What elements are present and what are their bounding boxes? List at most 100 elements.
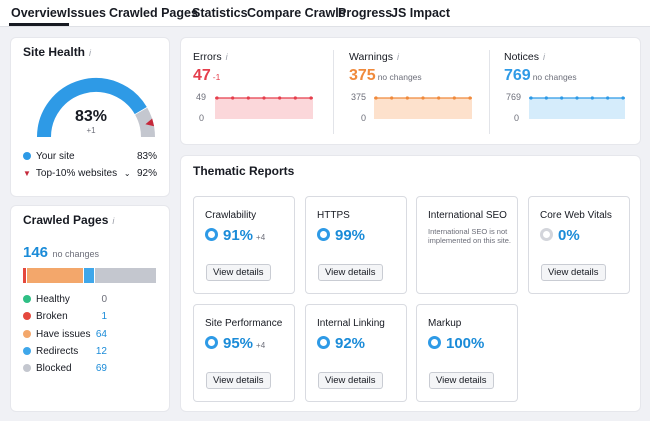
bar-segment-broken[interactable] — [23, 268, 26, 283]
triangle-down-icon — [145, 118, 155, 127]
bar-segment-have-issues[interactable] — [26, 268, 83, 283]
sparkline-point[interactable] — [278, 96, 282, 100]
report-score-value: 92% — [335, 335, 366, 352]
tab-compare-crawls[interactable]: Compare Crawls — [247, 6, 346, 20]
bar-segment-blocked[interactable] — [95, 268, 156, 283]
report-score[interactable]: 100% — [428, 335, 484, 352]
report-crawlability: Crawlability 91% +4 View details — [193, 196, 295, 294]
list-item[interactable]: Blocked — [23, 363, 72, 374]
info-icon[interactable]: i — [396, 52, 399, 62]
sparkline-point[interactable] — [231, 96, 235, 100]
report-score[interactable]: 92% — [317, 335, 365, 352]
sparkline-point[interactable] — [575, 96, 579, 100]
report-core-web-vitals: Core Web Vitals 0% View details — [528, 196, 630, 294]
notices-max-label: 769 — [506, 92, 522, 102]
thematic-reports-title: Thematic Reports — [193, 164, 295, 178]
report-internal-linking: Internal Linking 92% View details — [305, 304, 407, 402]
report-score[interactable]: 0% — [540, 227, 580, 244]
errors-max-label: 49 — [196, 92, 207, 102]
sparkline-point[interactable] — [390, 96, 394, 100]
crawled-pages-title: Crawled Pages i — [23, 213, 115, 227]
report-score[interactable]: 99% — [317, 227, 365, 244]
report-score-change: +4 — [256, 233, 266, 242]
list-item-value[interactable]: 64 — [95, 328, 107, 340]
legend-top-websites[interactable]: ▼ Top-10% websites ⌄ — [23, 168, 131, 179]
list-item-value[interactable]: 69 — [95, 363, 107, 375]
report-https: HTTPS 99% View details — [305, 196, 407, 294]
sparkline-point[interactable] — [544, 96, 548, 100]
list-item[interactable]: Broken — [23, 311, 68, 322]
report-score-value: 95% — [223, 335, 254, 352]
report-score-value: 99% — [335, 227, 366, 244]
view-details-button[interactable]: View details — [318, 372, 383, 389]
sparkline-point[interactable] — [452, 96, 456, 100]
crawled-pages-bar — [23, 268, 156, 283]
tab-progress[interactable]: Progress — [338, 6, 393, 20]
sparkline-point[interactable] — [262, 96, 266, 100]
view-details-button[interactable]: View details — [429, 372, 494, 389]
warnings-metric[interactable]: Warnings i 375 no changes — [349, 51, 422, 84]
thematic-reports-card: Thematic Reports Crawlability 91% +4 View d… — [180, 155, 641, 412]
progress-ring-icon — [428, 336, 441, 349]
site-health-score: 83% — [74, 108, 108, 125]
chevron-down-icon[interactable]: ⌄ — [123, 169, 131, 178]
report-name: Site Performance — [205, 318, 283, 329]
tab-crawled-pages[interactable]: Crawled Pages — [109, 6, 198, 20]
info-icon[interactable]: i — [89, 48, 92, 58]
site-health-change: +1 — [86, 126, 96, 135]
list-item[interactable]: Healthy — [23, 294, 70, 305]
report-score[interactable]: 91% +4 — [205, 227, 265, 244]
sparkline-point[interactable] — [606, 96, 610, 100]
info-icon[interactable]: i — [112, 216, 115, 226]
sparkline-point[interactable] — [560, 96, 564, 100]
sparkline-point[interactable] — [246, 96, 250, 100]
site-health-gauge — [37, 78, 155, 138]
tab-issues[interactable]: Issues — [67, 6, 106, 20]
sparkline-point[interactable] — [529, 96, 533, 100]
report-score[interactable]: 95% +4 — [205, 335, 265, 352]
errors-value: 47 — [193, 67, 211, 84]
list-item[interactable]: Have issues — [23, 329, 90, 340]
tab-js-impact[interactable]: JS Impact — [391, 6, 451, 20]
view-details-button[interactable]: View details — [206, 372, 271, 389]
info-icon[interactable]: i — [225, 52, 228, 62]
legend-your-site-value: 83% — [136, 151, 157, 162]
sparkline-point[interactable] — [468, 96, 472, 100]
view-details-button[interactable]: View details — [541, 264, 606, 281]
warnings-min-label: 0 — [361, 113, 367, 123]
sparkline-point[interactable] — [421, 96, 425, 100]
list-item-value[interactable]: 12 — [95, 345, 107, 357]
info-icon[interactable]: i — [543, 52, 546, 62]
status-dot — [23, 312, 31, 321]
sparkline-point[interactable] — [215, 96, 219, 100]
sparkline-point[interactable] — [374, 96, 378, 100]
sparkline-point[interactable] — [309, 96, 313, 100]
notices-metric[interactable]: Notices i 769 no changes — [504, 51, 577, 84]
divider — [333, 50, 334, 134]
report-score-value: 0% — [558, 227, 580, 244]
warnings-sparkline — [374, 96, 472, 119]
bar-segment-redirects[interactable] — [83, 268, 95, 283]
warnings-change: no changes — [377, 72, 422, 82]
sparkline-point[interactable] — [590, 96, 594, 100]
crawled-pages-count[interactable]: 146 no changes — [23, 244, 100, 261]
tab-statistics[interactable]: Statistics — [192, 6, 248, 20]
sparkline-point[interactable] — [437, 96, 441, 100]
sparkline-point[interactable] — [621, 96, 625, 100]
list-item[interactable]: Redirects — [23, 346, 78, 357]
legend-top-websites-value: 92% — [136, 168, 157, 179]
notices-min-label: 0 — [514, 113, 520, 123]
legend-your-site: Your site — [23, 151, 75, 162]
divider — [489, 50, 490, 134]
sparkline-point[interactable] — [293, 96, 297, 100]
report-score-change: +4 — [256, 341, 266, 350]
sparkline-point[interactable] — [405, 96, 409, 100]
list-item-label: Broken — [36, 311, 68, 323]
sparkline-area — [374, 98, 472, 119]
view-details-button[interactable]: View details — [206, 264, 271, 281]
tab-overview[interactable]: Overview — [9, 6, 69, 26]
errors-metric[interactable]: Errors i 47 -1 — [193, 51, 228, 84]
view-details-button[interactable]: View details — [318, 264, 383, 281]
list-item-value[interactable]: 1 — [101, 311, 107, 323]
issues-metrics-card: Errors i 47 -1 Warnings i 375 no changes Not… — [180, 37, 641, 145]
